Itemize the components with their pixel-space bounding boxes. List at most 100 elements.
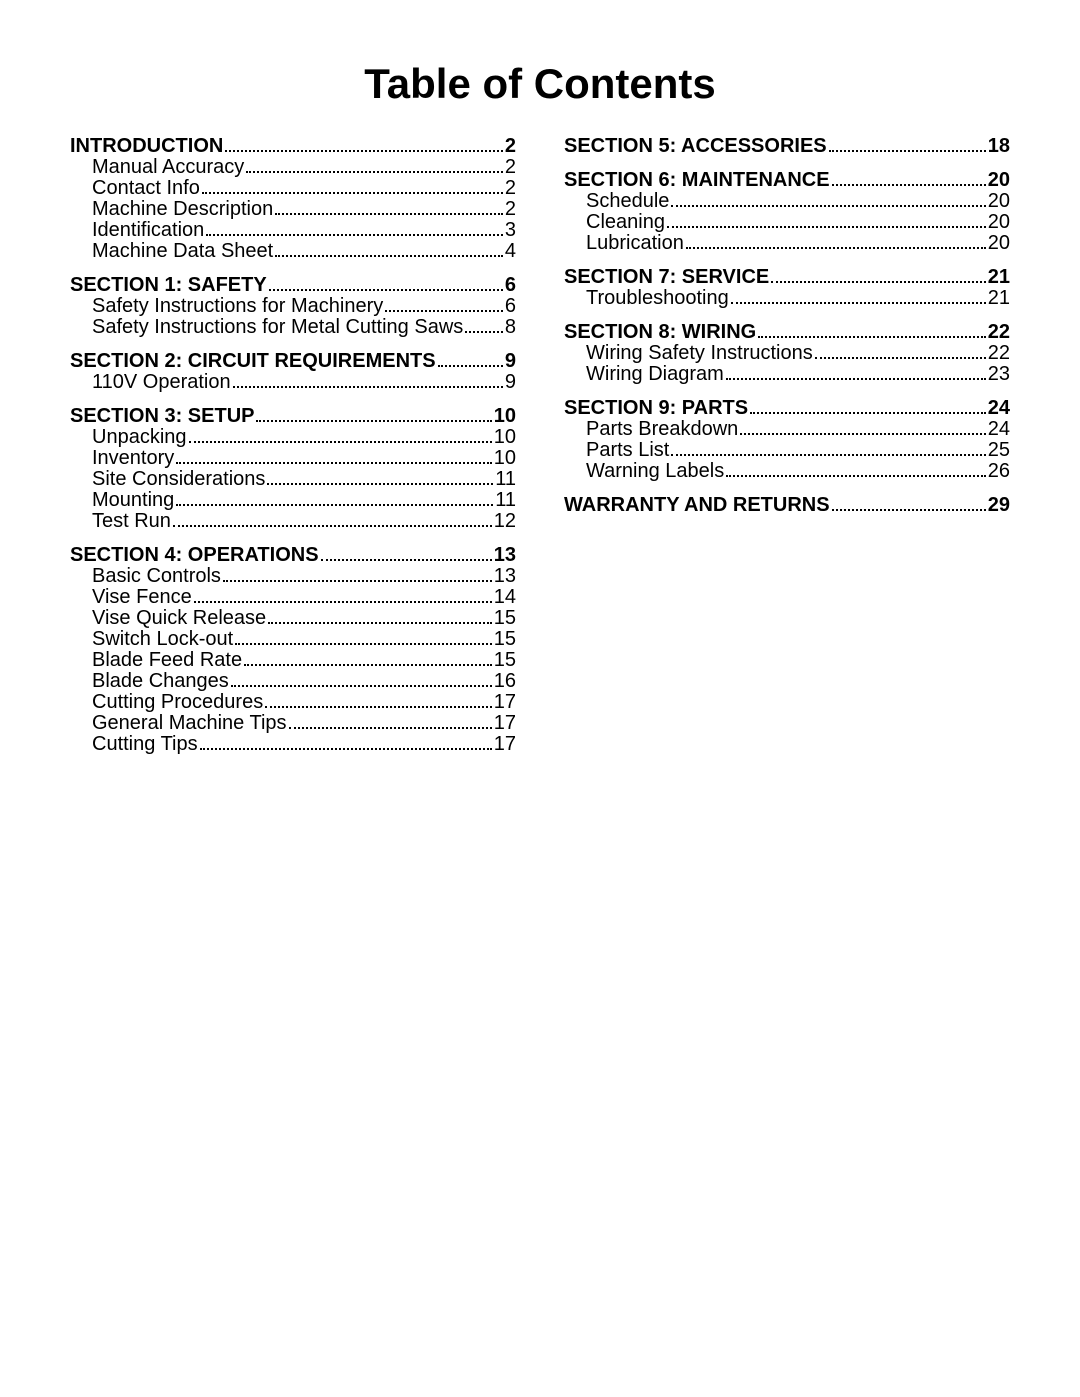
dot-leader xyxy=(815,357,986,359)
toc-entry-row: Identification3 xyxy=(70,220,516,240)
toc-group: SECTION 3: SETUP10Unpacking10Inventory10… xyxy=(70,406,516,531)
toc-entry-row: Contact Info2 xyxy=(70,178,516,198)
dot-leader xyxy=(667,226,986,228)
toc-group: WARRANTY AND RETURNS29 xyxy=(564,495,1010,515)
toc-section-row: SECTION 3: SETUP 10 xyxy=(70,406,516,426)
toc-entry-row: Unpacking10 xyxy=(70,427,516,447)
toc-section-page: 21 xyxy=(988,267,1010,287)
toc-entry-label: Wiring Diagram xyxy=(564,364,724,384)
toc-entry-page: 2 xyxy=(505,178,516,198)
toc-section-page: 29 xyxy=(988,495,1010,515)
toc-section-page: 10 xyxy=(494,406,516,426)
toc-entry-page: 24 xyxy=(988,419,1010,439)
dot-leader xyxy=(321,559,492,561)
toc-entry-label: Parts List xyxy=(564,440,669,460)
dot-leader xyxy=(176,504,493,506)
toc-entry-row: Wiring Diagram23 xyxy=(564,364,1010,384)
dot-leader xyxy=(438,365,503,367)
page: Table of Contents INTRODUCTION2Manual Ac… xyxy=(0,0,1080,1397)
toc-entry-label: Troubleshooting xyxy=(564,288,729,308)
toc-entry-page: 4 xyxy=(505,241,516,261)
toc-section-page: 13 xyxy=(494,545,516,565)
toc-entry-row: Cutting Procedures 17 xyxy=(70,692,516,712)
dot-leader xyxy=(289,727,492,729)
toc-section-label: SECTION 2: CIRCUIT REQUIREMENTS xyxy=(70,351,436,371)
toc-entry-row: 110V Operation9 xyxy=(70,372,516,392)
toc-entry-page: 13 xyxy=(494,566,516,586)
dot-leader xyxy=(726,378,986,380)
dot-leader xyxy=(740,433,985,435)
toc-group: SECTION 4: OPERATIONS13Basic Controls13V… xyxy=(70,545,516,754)
dot-leader xyxy=(465,331,503,333)
toc-group: SECTION 7: SERVICE21Troubleshooting21 xyxy=(564,267,1010,308)
toc-section-page: 9 xyxy=(505,351,516,371)
toc-entry-row: Manual Accuracy2 xyxy=(70,157,516,177)
toc-entry-page: 20 xyxy=(988,212,1010,232)
dot-leader xyxy=(268,622,492,624)
dot-leader xyxy=(235,643,492,645)
toc-entry-row: Troubleshooting21 xyxy=(564,288,1010,308)
dot-leader xyxy=(829,150,986,152)
toc-entry-label: Cutting Procedures xyxy=(70,692,263,712)
toc-entry-row: Schedule20 xyxy=(564,191,1010,211)
toc-section-row: SECTION 6: MAINTENANCE20 xyxy=(564,170,1010,190)
dot-leader xyxy=(202,192,503,194)
toc-entry-label: Site Considerations xyxy=(70,469,265,489)
dot-leader xyxy=(225,150,503,152)
dot-leader xyxy=(200,748,492,750)
toc-entry-page: 15 xyxy=(494,650,516,670)
toc-entry-label: Vise Fence xyxy=(70,587,192,607)
dot-leader xyxy=(223,580,492,582)
toc-entry-page: 10 xyxy=(494,427,516,447)
toc-section-row: WARRANTY AND RETURNS29 xyxy=(564,495,1010,515)
page-title: Table of Contents xyxy=(70,60,1010,108)
toc-section-row: SECTION 1: SAFETY6 xyxy=(70,275,516,295)
toc-column-left: INTRODUCTION2Manual Accuracy2Contact Inf… xyxy=(70,136,516,768)
toc-entry-label: Switch Lock-out xyxy=(70,629,233,649)
toc-section-page: 24 xyxy=(988,398,1010,418)
toc-entry-page: 2 xyxy=(505,157,516,177)
toc-entry-row: Site Considerations11 xyxy=(70,469,516,489)
toc-section-page: 2 xyxy=(505,136,516,156)
dot-leader xyxy=(771,281,986,283)
toc-entry-page: 16 xyxy=(494,671,516,691)
toc-group: SECTION 5: ACCESSORIES18 xyxy=(564,136,1010,156)
toc-entry-label: Lubrication xyxy=(564,233,684,253)
toc-section-label: SECTION 9: PARTS xyxy=(564,398,748,418)
toc-entry-page: 11 xyxy=(495,490,516,510)
dot-leader xyxy=(189,441,492,443)
toc-section-row: SECTION 7: SERVICE21 xyxy=(564,267,1010,287)
toc-section-label: SECTION 1: SAFETY xyxy=(70,275,267,295)
dot-leader xyxy=(726,475,986,477)
toc-entry-label: Vise Quick Release xyxy=(70,608,266,628)
dot-leader xyxy=(269,289,503,291)
toc-entry-page: 9 xyxy=(505,372,516,392)
toc-entry-row: Vise Fence14 xyxy=(70,587,516,607)
toc-entry-row: Lubrication20 xyxy=(564,233,1010,253)
toc-entry-label: Schedule xyxy=(564,191,669,211)
toc-section-label: SECTION 3: SETUP xyxy=(70,406,254,426)
dot-leader xyxy=(244,664,492,666)
toc-section-row: SECTION 4: OPERATIONS13 xyxy=(70,545,516,565)
dot-leader xyxy=(832,509,986,511)
toc-entry-label: Warning Labels xyxy=(564,461,724,481)
toc-entry-page: 17 xyxy=(494,692,516,712)
toc-entry-label: Blade Feed Rate xyxy=(70,650,242,670)
toc-group: SECTION 6: MAINTENANCE20Schedule20Cleani… xyxy=(564,170,1010,253)
toc-section-page: 18 xyxy=(988,136,1010,156)
toc-entry-label: Inventory xyxy=(70,448,174,468)
dot-leader xyxy=(256,420,491,422)
toc-entry-row: Blade Feed Rate 15 xyxy=(70,650,516,670)
toc-entry-page: 15 xyxy=(494,629,516,649)
dot-leader xyxy=(671,454,985,456)
toc-section-label: SECTION 8: WIRING xyxy=(564,322,756,342)
toc-section-row: SECTION 5: ACCESSORIES18 xyxy=(564,136,1010,156)
toc-entry-label: Mounting xyxy=(70,490,174,510)
dot-leader xyxy=(233,386,503,388)
dot-leader xyxy=(275,213,503,215)
dot-leader xyxy=(385,310,503,312)
toc-entry-row: Inventory10 xyxy=(70,448,516,468)
toc-entry-label: Test Run xyxy=(70,511,171,531)
toc-columns: INTRODUCTION2Manual Accuracy2Contact Inf… xyxy=(70,136,1010,768)
toc-entry-row: Warning Labels26 xyxy=(564,461,1010,481)
